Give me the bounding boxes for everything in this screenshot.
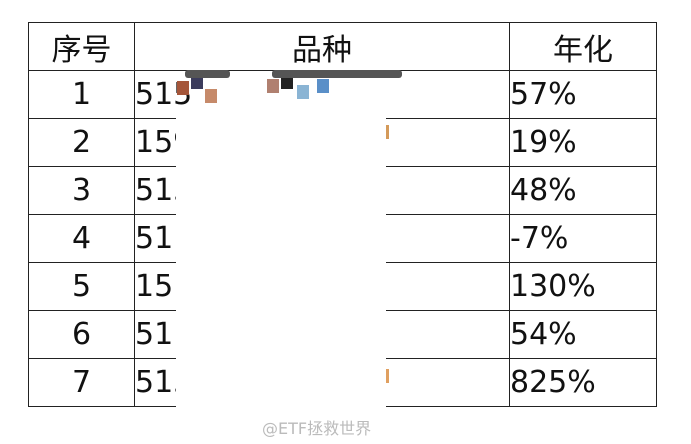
- header-fund: 品种: [134, 22, 510, 71]
- row-annual: 48%: [509, 166, 657, 215]
- row-index: 5: [28, 262, 135, 311]
- fund-code-visible: 51: [135, 221, 174, 256]
- table-header-row: 序号 品种 年化: [28, 22, 657, 71]
- row-annual: 825%: [509, 358, 657, 407]
- row-annual: 57%: [509, 70, 657, 119]
- row-index: 7: [28, 358, 135, 407]
- row-index: 3: [28, 166, 135, 215]
- row-annual: 130%: [509, 262, 657, 311]
- row-index: 2: [28, 118, 135, 167]
- fund-code-visible: 15: [135, 269, 174, 304]
- header-index: 序号: [28, 22, 135, 71]
- pixelated-redaction: [177, 75, 377, 115]
- header-annual: 年化: [509, 22, 657, 71]
- row-index: 6: [28, 310, 135, 359]
- redaction-bar: [185, 70, 230, 78]
- watermark-text: @ETF拯救世界: [262, 419, 372, 438]
- row-annual: -7%: [509, 214, 657, 263]
- row-annual: 19%: [509, 118, 657, 167]
- row-annual: 54%: [509, 310, 657, 359]
- fund-code-visible: 51: [135, 317, 174, 352]
- redaction-overlay: [176, 108, 386, 408]
- redaction-bar: [272, 70, 402, 78]
- row-index: 4: [28, 214, 135, 263]
- row-index: 1: [28, 70, 135, 119]
